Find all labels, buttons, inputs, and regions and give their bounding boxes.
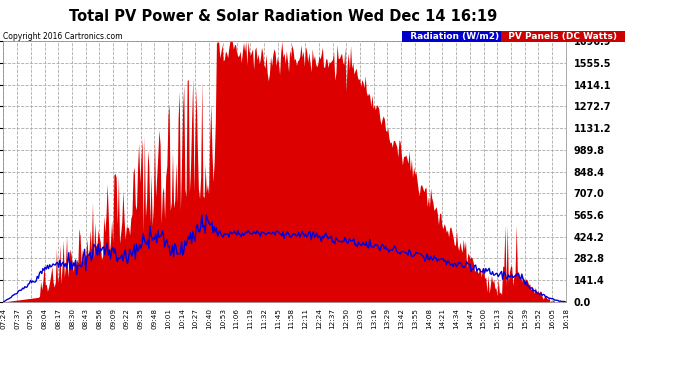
Text: Total PV Power & Solar Radiation Wed Dec 14 16:19: Total PV Power & Solar Radiation Wed Dec… [69,9,497,24]
Text: Copyright 2016 Cartronics.com: Copyright 2016 Cartronics.com [3,32,123,41]
Text: PV Panels (DC Watts): PV Panels (DC Watts) [502,32,624,41]
Text: Radiation (W/m2): Radiation (W/m2) [404,32,505,41]
